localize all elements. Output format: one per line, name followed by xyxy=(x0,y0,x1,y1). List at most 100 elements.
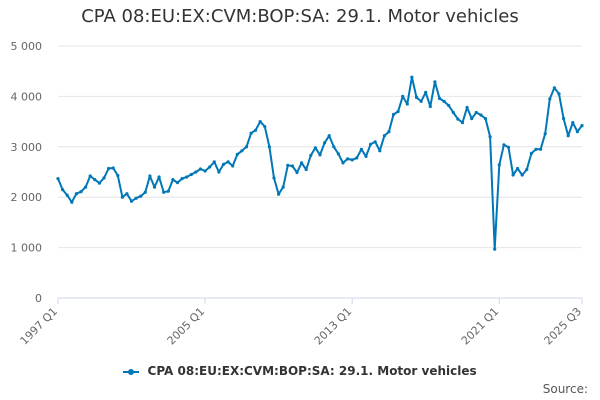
data-point[interactable] xyxy=(502,143,506,147)
data-point[interactable] xyxy=(61,188,65,192)
data-point[interactable] xyxy=(442,99,446,103)
data-point[interactable] xyxy=(254,128,258,132)
data-point[interactable] xyxy=(295,170,299,175)
data-point[interactable] xyxy=(97,181,101,185)
data-point[interactable] xyxy=(125,192,129,196)
data-point[interactable] xyxy=(447,103,451,108)
data-point[interactable] xyxy=(240,149,244,153)
data-point[interactable] xyxy=(323,141,327,145)
data-point[interactable] xyxy=(451,110,455,115)
data-point[interactable] xyxy=(267,145,271,149)
data-point[interactable] xyxy=(134,196,138,200)
data-point[interactable] xyxy=(511,173,515,177)
data-point[interactable] xyxy=(465,105,469,110)
data-point[interactable] xyxy=(263,125,267,129)
data-point[interactable] xyxy=(235,152,239,156)
data-point[interactable] xyxy=(497,163,501,167)
data-point[interactable] xyxy=(571,121,575,125)
data-point[interactable] xyxy=(529,151,534,155)
data-point[interactable] xyxy=(424,90,428,94)
data-point[interactable] xyxy=(483,117,488,121)
data-point[interactable] xyxy=(373,140,377,144)
data-point[interactable] xyxy=(65,193,69,197)
data-point[interactable] xyxy=(139,194,143,198)
data-point[interactable] xyxy=(203,169,207,173)
data-point[interactable] xyxy=(369,142,373,146)
data-point[interactable] xyxy=(185,175,189,179)
data-point[interactable] xyxy=(401,94,405,98)
data-point[interactable] xyxy=(410,75,414,79)
data-point[interactable] xyxy=(433,80,437,84)
data-point[interactable] xyxy=(171,178,175,182)
data-point[interactable] xyxy=(129,199,134,203)
data-point[interactable] xyxy=(552,86,557,90)
data-point[interactable] xyxy=(198,167,203,171)
data-point[interactable] xyxy=(277,192,281,196)
data-point[interactable] xyxy=(79,190,83,194)
data-point[interactable] xyxy=(516,166,520,171)
data-point[interactable] xyxy=(221,162,226,166)
data-point[interactable] xyxy=(300,161,304,165)
data-point[interactable] xyxy=(111,166,115,170)
data-point[interactable] xyxy=(543,132,547,136)
legend[interactable]: CPA 08:EU:EX:CVM:BOP:SA: 29.1. Motor veh… xyxy=(0,364,600,378)
data-point[interactable] xyxy=(391,112,396,117)
data-point[interactable] xyxy=(208,165,212,169)
data-point[interactable] xyxy=(290,164,294,168)
data-point[interactable] xyxy=(189,172,193,177)
data-point[interactable] xyxy=(120,195,124,199)
data-point[interactable] xyxy=(116,173,120,178)
data-point[interactable] xyxy=(405,102,409,106)
series-points[interactable] xyxy=(56,75,584,251)
data-point[interactable] xyxy=(525,167,529,172)
data-point[interactable] xyxy=(180,177,184,181)
data-point[interactable] xyxy=(286,163,290,167)
data-point[interactable] xyxy=(474,110,478,115)
data-point[interactable] xyxy=(107,166,111,171)
data-point[interactable] xyxy=(318,153,322,157)
data-point[interactable] xyxy=(157,175,161,179)
data-point[interactable] xyxy=(557,92,561,96)
data-point[interactable] xyxy=(231,164,235,168)
data-point[interactable] xyxy=(539,147,543,151)
data-point[interactable] xyxy=(175,181,180,185)
data-point[interactable] xyxy=(56,177,60,181)
data-point[interactable] xyxy=(226,160,230,164)
data-point[interactable] xyxy=(152,185,157,189)
data-point[interactable] xyxy=(313,146,317,150)
data-point[interactable] xyxy=(88,174,92,178)
data-point[interactable] xyxy=(506,145,511,149)
data-point[interactable] xyxy=(364,154,368,158)
data-point[interactable] xyxy=(350,158,354,162)
data-point[interactable] xyxy=(382,134,386,138)
data-point[interactable] xyxy=(562,117,566,121)
data-point[interactable] xyxy=(304,167,308,172)
data-point[interactable] xyxy=(580,124,584,128)
data-point[interactable] xyxy=(162,190,166,194)
data-point[interactable] xyxy=(272,176,276,180)
data-point[interactable] xyxy=(378,149,382,153)
data-point[interactable] xyxy=(428,104,432,109)
data-point[interactable] xyxy=(460,121,465,125)
data-point[interactable] xyxy=(332,145,336,149)
data-point[interactable] xyxy=(437,96,442,100)
data-point[interactable] xyxy=(534,147,538,151)
data-point[interactable] xyxy=(148,174,152,178)
data-point[interactable] xyxy=(520,173,524,177)
legend-label[interactable]: CPA 08:EU:EX:CVM:BOP:SA: 29.1. Motor veh… xyxy=(147,364,477,378)
data-point[interactable] xyxy=(396,109,400,114)
data-point[interactable] xyxy=(74,192,78,196)
data-point[interactable] xyxy=(102,176,106,180)
data-point[interactable] xyxy=(493,247,497,251)
data-point[interactable] xyxy=(488,135,492,139)
data-point[interactable] xyxy=(419,99,423,103)
data-point[interactable] xyxy=(212,160,216,164)
data-point[interactable] xyxy=(359,147,363,151)
data-point[interactable] xyxy=(309,153,313,157)
data-point[interactable] xyxy=(217,170,221,174)
data-point[interactable] xyxy=(387,130,391,134)
data-point[interactable] xyxy=(84,185,88,189)
data-point[interactable] xyxy=(456,117,460,121)
data-point[interactable] xyxy=(194,170,198,174)
data-point[interactable] xyxy=(336,152,340,156)
